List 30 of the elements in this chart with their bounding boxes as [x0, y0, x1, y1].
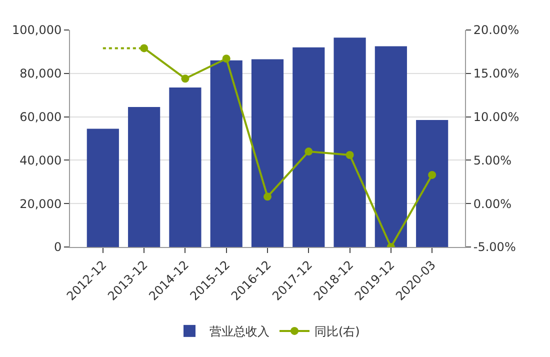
bar: [334, 38, 366, 247]
y2-tick-label: 5.00%: [473, 153, 512, 168]
y-tick-label: 0: [54, 240, 62, 254]
bar: [128, 107, 160, 247]
point: [222, 54, 230, 63]
legend-label: 同比(右): [314, 324, 360, 339]
y-tick-label: 100,000: [12, 23, 62, 38]
y-tick-label: 20,000: [20, 196, 62, 211]
y-tick-label: 80,000: [20, 66, 62, 81]
y2-tick-label: 15.00%: [473, 66, 520, 81]
bar: [169, 88, 202, 247]
point: [428, 170, 436, 179]
y-tick-label: 40,000: [20, 153, 62, 168]
bar: [86, 128, 119, 247]
point: [264, 192, 272, 201]
y2-tick-label: 0.00%: [473, 196, 512, 211]
bar: [210, 60, 242, 247]
y2-tick-label: 20.00%: [473, 23, 520, 38]
point: [140, 44, 148, 52]
bar: [292, 47, 325, 247]
bar: [374, 46, 407, 247]
point: [304, 148, 313, 156]
y-tick-label: 60,000: [20, 110, 62, 124]
legend-label: 营业总收入: [210, 324, 270, 339]
bar: [251, 59, 284, 247]
y2-tick-label: 10.00%: [473, 110, 520, 124]
bar: [416, 120, 448, 247]
point: [346, 150, 354, 159]
point: [181, 74, 190, 83]
y2-tick-label: -5.00%: [473, 240, 516, 254]
